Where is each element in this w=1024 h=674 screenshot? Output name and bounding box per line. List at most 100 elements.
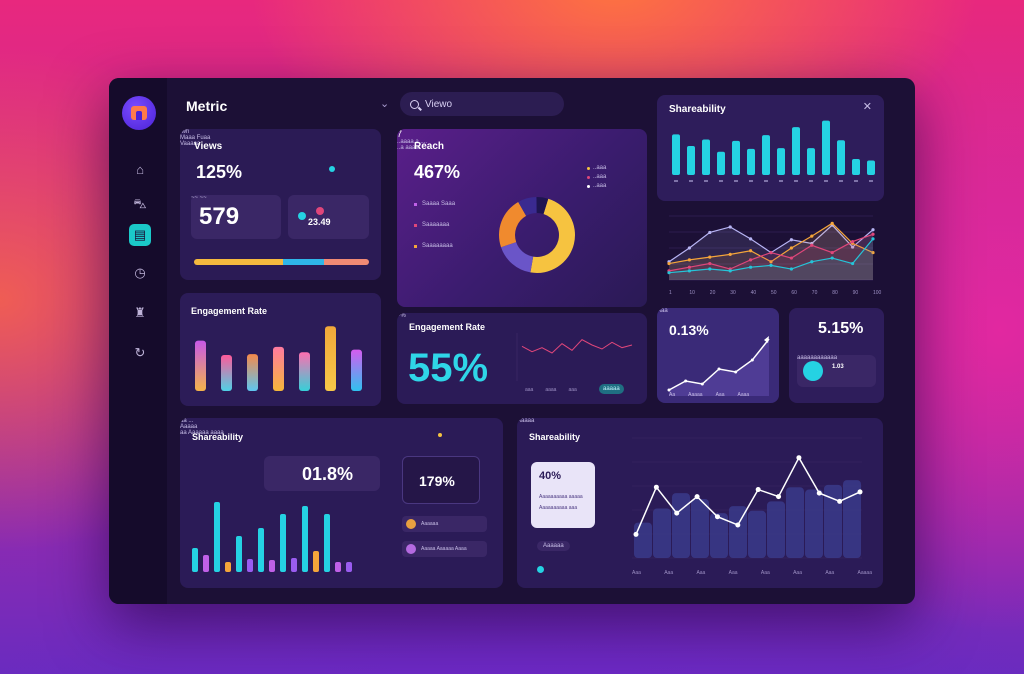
search-input[interactable]: Viewo xyxy=(400,92,564,116)
list-item-label: Aaaaa Aaaaaa Aaaa xyxy=(421,546,467,552)
reach-title: Reach xyxy=(414,141,445,152)
area-bar xyxy=(653,508,671,558)
teal-circle xyxy=(803,361,823,381)
legend-label: Saaaaaaa xyxy=(422,222,450,228)
mini-line-chart xyxy=(667,336,770,396)
series-point xyxy=(687,269,691,273)
clock-icon[interactable]: ◷ xyxy=(134,265,146,280)
share-bottom-title: Shareability xyxy=(192,432,244,442)
x-tick-label: Aaa xyxy=(664,570,674,576)
bar xyxy=(247,559,253,572)
x-tick-label: Aaa xyxy=(825,570,835,576)
views-side-box: 23.49 xyxy=(288,195,369,239)
mini-line-suffix: Aaa xyxy=(657,308,668,314)
legend-dot xyxy=(329,166,335,172)
views-big-value: 579 xyxy=(199,203,240,230)
views-legend: Maaa Fuaa xyxy=(180,135,211,141)
views-percent-suffix: /wh xyxy=(180,129,190,135)
tick-mark xyxy=(764,180,768,182)
list-item[interactable]: Aaaaa Aaaaaa Aaaa xyxy=(402,541,487,557)
tick-mark xyxy=(734,180,738,182)
shareability-top-title: Shareability xyxy=(669,104,726,115)
stat-value: 5.15% xyxy=(818,320,864,337)
bus-icon[interactable]: ⛍ xyxy=(133,196,147,211)
mini-line-card: 0.13% Aaa Aa Aaaaa Aaa Aaaa xyxy=(657,308,779,403)
popup-line: Aaaaaaaaaa aaaaa xyxy=(539,494,583,500)
legend-row: Saaaa Saaa xyxy=(414,201,455,207)
area-bar xyxy=(672,493,690,558)
chevron-down-icon[interactable]: ⌄ xyxy=(380,98,390,110)
legend-marker xyxy=(414,223,417,227)
views-title: Views xyxy=(194,141,223,152)
page-title: Metric xyxy=(186,98,228,114)
progress-segment xyxy=(323,259,369,265)
x-tick-label: 30 xyxy=(730,290,736,296)
stat-card: 5.15% 1.03 aaaaaaaaaaaa xyxy=(789,308,884,403)
lock-icon[interactable]: ♜ xyxy=(134,305,146,320)
donut-slice xyxy=(518,197,537,216)
engagement-bar-chart xyxy=(195,326,362,391)
share-bottom-caption: Aaaaa xyxy=(180,424,198,430)
area-bar xyxy=(824,484,842,558)
app-logo[interactable] xyxy=(122,96,156,130)
bar xyxy=(291,558,297,572)
legend-row: ..aaa xyxy=(587,183,606,189)
series-point xyxy=(789,267,793,271)
reach-donut-chart xyxy=(499,197,575,273)
series-point xyxy=(687,258,691,262)
multi-line-chart: 1 10 20 30 40 50 60 70 80 90 100 xyxy=(667,215,882,296)
bar xyxy=(867,160,875,175)
bar xyxy=(335,562,341,572)
teal-dot xyxy=(537,566,544,573)
share-right-title: Shareability xyxy=(529,432,581,442)
engagement2-button[interactable]: aaaaa xyxy=(599,384,624,394)
series-point xyxy=(667,271,671,275)
series-point xyxy=(708,255,712,259)
share-right-popup-lines: Aaaaaaaaaa aaaaa Aaaaaaaaaa aaa xyxy=(539,494,583,516)
share-bottom-bar-chart xyxy=(192,502,352,572)
x-tick-label: Aaa xyxy=(760,570,770,576)
legend-row: ..aaa xyxy=(587,165,606,171)
series-point xyxy=(830,250,834,255)
x-tick-label: 1 xyxy=(669,290,672,296)
list-item[interactable]: Aaaaaa xyxy=(402,516,487,532)
views-percent: 125% xyxy=(196,162,243,182)
reach-legend-left: Saaaa Saaa Saaaaaaa Saaaaaaaa xyxy=(414,201,455,264)
inbox-icon[interactable]: ▤ xyxy=(129,224,151,246)
bar xyxy=(258,528,264,572)
x-tick-label: Aaa xyxy=(696,570,706,576)
series-point xyxy=(749,258,753,262)
share-right-footer: Aaaaa xyxy=(517,418,535,424)
engagement-rate-card: Engagement Rate ~% 55% aaa aaaa aaa aaaaa xyxy=(397,313,647,404)
reach-small-num: 7 xyxy=(397,129,403,139)
share-bottom-side-box: 179% xyxy=(402,456,480,504)
area-bar xyxy=(767,501,785,558)
bar xyxy=(777,148,785,175)
home-icon[interactable]: ⌂ xyxy=(136,161,144,177)
arrow-head xyxy=(764,336,769,343)
legend-row: ..aaa xyxy=(587,174,606,180)
stat-sub-value: 1.03 xyxy=(832,364,844,370)
series-point xyxy=(837,498,843,504)
list-item-label: Aaaaaa xyxy=(421,521,439,527)
series-point xyxy=(789,256,793,260)
x-tick-label: Aaa xyxy=(632,570,641,576)
popup-line: Aaaaaaaaaa aaa xyxy=(539,505,578,511)
shareability-top-card: Shareability ✕ xyxy=(657,95,884,201)
close-icon[interactable]: ✕ xyxy=(862,101,872,113)
legend-label: ..aaa xyxy=(593,174,607,180)
series-point xyxy=(769,260,773,264)
x-tick-label: 90 xyxy=(853,290,859,296)
series-area xyxy=(669,234,873,280)
bar xyxy=(221,355,232,391)
share-right-button[interactable]: Aaaaaa xyxy=(537,541,570,551)
engagement2-big-value: 55% xyxy=(408,346,489,390)
mini-line-axis: Aa Aaaaa Aaa Aaaa xyxy=(669,392,749,398)
x-tick-label: Aaa xyxy=(715,392,725,398)
bar xyxy=(236,536,242,572)
series-point xyxy=(789,246,793,250)
x-tick-label: 50 xyxy=(771,290,777,296)
series-point xyxy=(769,263,773,267)
share-right-popup: 40% Aaaaaaaaaa aaaaa Aaaaaaaaaa aaa xyxy=(531,462,595,528)
refresh-icon[interactable]: ↻ xyxy=(134,345,146,360)
